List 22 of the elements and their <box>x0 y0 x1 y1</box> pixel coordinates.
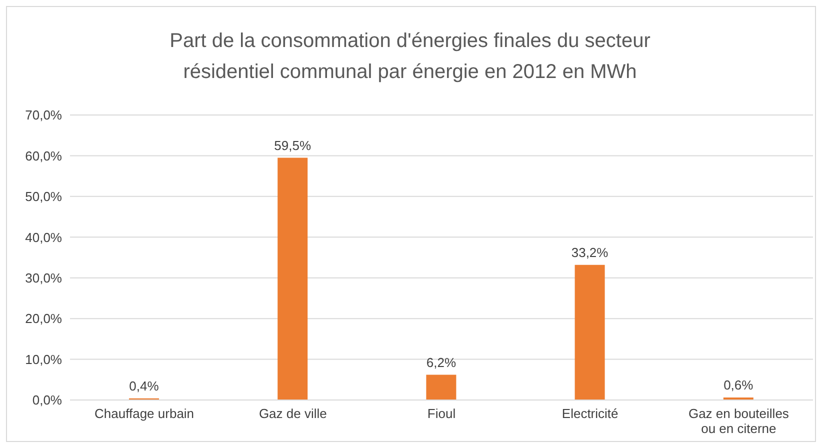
data-label: 33,2% <box>571 244 609 260</box>
x-tick-label: Chauffage urbain <box>94 406 194 421</box>
data-label: 0,4% <box>129 378 160 394</box>
y-tick-label: 70,0% <box>25 108 62 123</box>
y-tick-label: 0,0% <box>32 392 62 408</box>
bar <box>278 158 308 400</box>
y-tick-label: 30,0% <box>25 270 62 286</box>
data-label: 59,5% <box>274 138 312 153</box>
y-tick-label: 60,0% <box>25 148 62 164</box>
y-tick-label: 50,0% <box>25 189 62 204</box>
x-tick-label: Fioul <box>427 406 456 421</box>
chart-title: Part de la consommation d'énergies finales du secteur résidentiel communal par énergie en 2012 en MWh <box>168 29 652 85</box>
bar <box>574 264 605 400</box>
y-tick-label: 20,0% <box>25 311 62 326</box>
x-tick-label: Gaz en bouteilles ou en citerne <box>688 406 790 436</box>
y-tick-label: 40,0% <box>25 230 62 245</box>
x-tick-label: Electricité <box>562 406 618 421</box>
data-label: 0,6% <box>724 378 754 393</box>
bar <box>426 374 456 400</box>
x-tick-label: Gaz de ville <box>258 406 327 421</box>
y-tick-label: 10,0% <box>25 352 62 367</box>
data-label: 6,2% <box>426 354 456 370</box>
